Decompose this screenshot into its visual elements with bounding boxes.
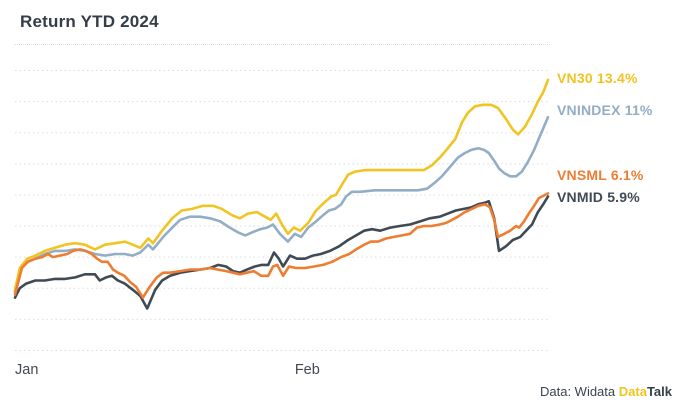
series-label-vn30: VN30 13.4%: [557, 70, 638, 86]
credit-prefix: Data: Widata: [539, 384, 619, 399]
title-separator: [15, 44, 550, 45]
data-credit: Data: Widata DataTalk: [540, 384, 672, 399]
series-line-vnindex: [13, 115, 550, 293]
series-label-vnindex: VNINDEX 11%: [557, 102, 653, 118]
x-axis-label-jan: Jan: [15, 362, 38, 378]
series-line-vnsml: [13, 192, 550, 299]
credit-brand-talk: Talk: [646, 384, 672, 399]
series-line-vn30: [13, 78, 550, 292]
series-label-vnsml: VNSML 6.1%: [557, 167, 644, 183]
x-axis-label-feb: Feb: [295, 362, 320, 378]
series-label-vnmid: VNMID 5.9%: [557, 189, 640, 205]
chart-title: Return YTD 2024: [20, 12, 159, 31]
credit-brand-data: Data: [618, 384, 647, 399]
series-line-vnmid: [13, 195, 550, 310]
